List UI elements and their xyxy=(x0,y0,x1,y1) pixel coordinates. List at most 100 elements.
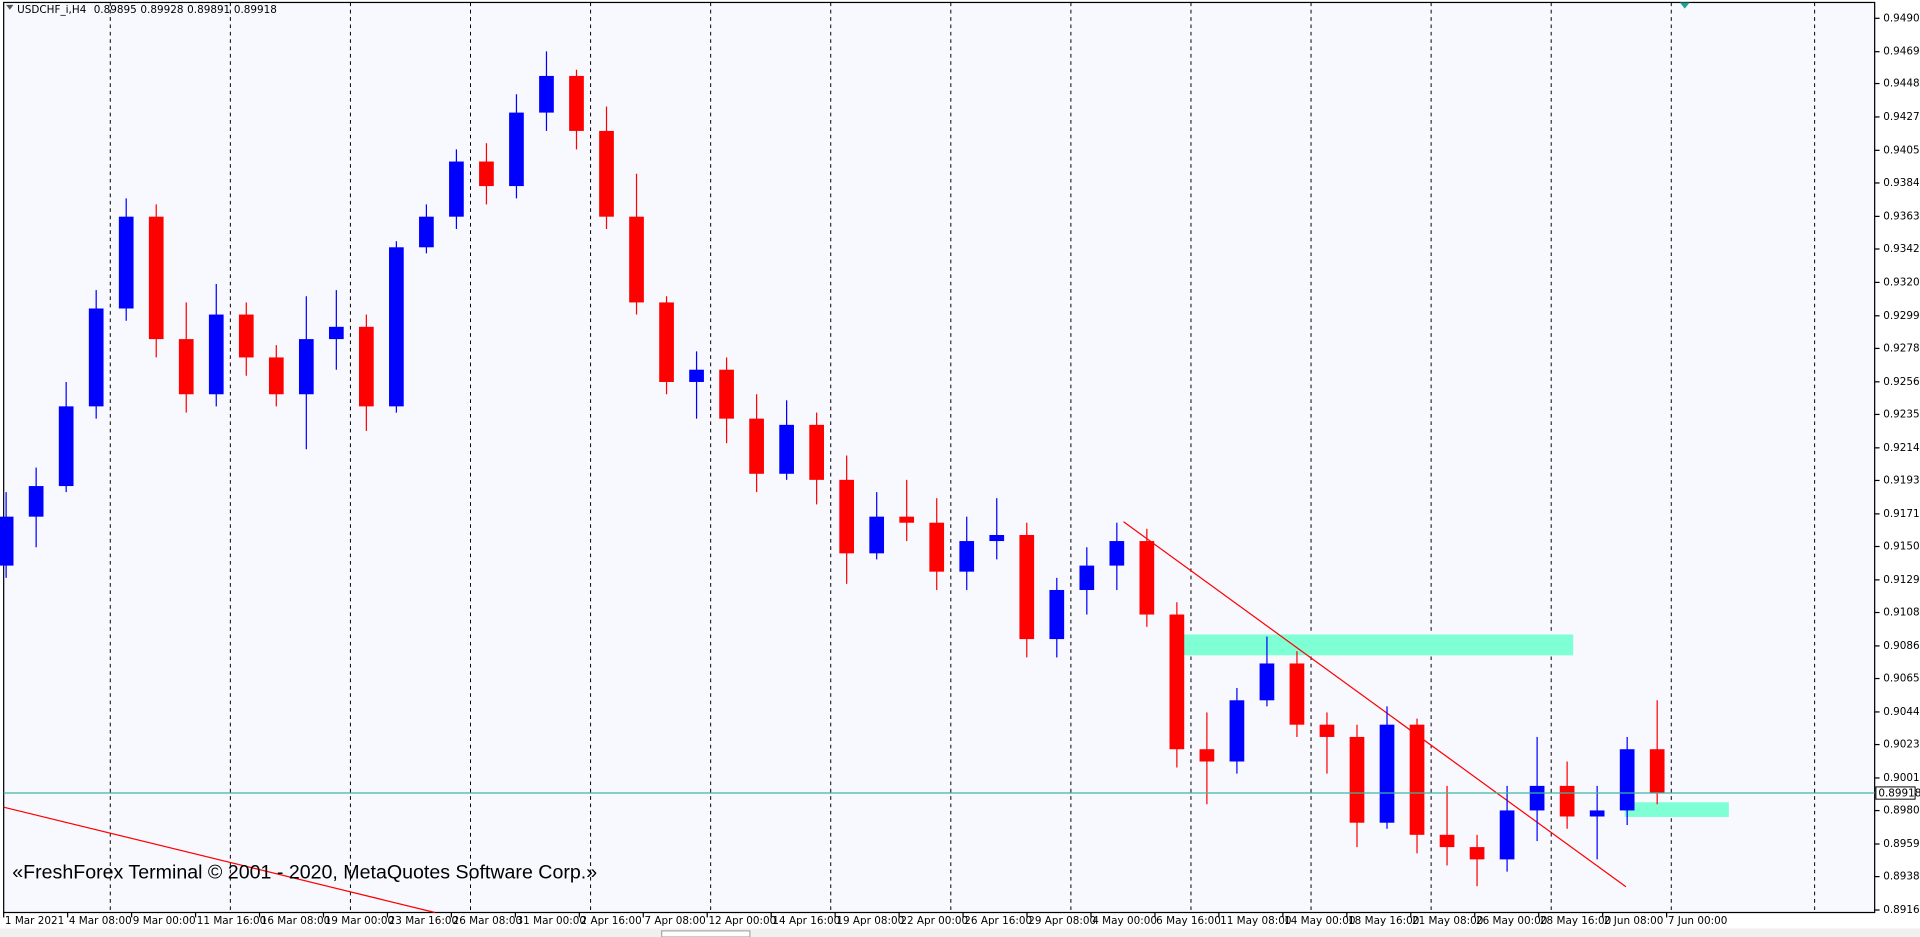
candle-body xyxy=(989,534,1005,542)
x-tick-label: 18 May 16:00 xyxy=(1348,915,1419,927)
candle-body xyxy=(1379,724,1395,823)
y-tick-label: 0.94055 xyxy=(1883,144,1920,156)
price-label: 0.89918 xyxy=(1878,788,1920,800)
y-tick-label: 0.94485 xyxy=(1883,78,1920,90)
candle-body xyxy=(1619,749,1635,811)
period-separators xyxy=(109,2,1816,913)
candle-body xyxy=(899,516,915,523)
x-tick-label: 2 Apr 16:00 xyxy=(581,915,642,927)
x-tick-label: 11 May 08:00 xyxy=(1220,915,1291,927)
candle-body xyxy=(118,216,134,309)
quote-close: 0.89918 xyxy=(234,4,277,16)
x-tick-label: 21 May 08:00 xyxy=(1412,915,1483,927)
candle-body xyxy=(1649,749,1665,794)
quote-low: 0.89891 xyxy=(187,4,230,16)
x-tick-label: 26 Apr 16:00 xyxy=(964,915,1032,927)
x-tick-label: 28 May 16:00 xyxy=(1540,915,1611,927)
x-tick-label: 26 May 00:00 xyxy=(1476,915,1547,927)
x-tick-label: 12 Apr 00:00 xyxy=(708,915,776,927)
y-tick-label: 0.94905 xyxy=(1883,12,1920,24)
candle-body xyxy=(389,247,404,407)
candle-body xyxy=(929,522,945,572)
candle-body xyxy=(809,424,824,480)
x-tick-label: 14 Apr 16:00 xyxy=(772,915,840,927)
y-tick-label: 0.90655 xyxy=(1883,673,1920,685)
candle-body xyxy=(629,216,644,303)
candle-body xyxy=(419,216,434,248)
y-tick-label: 0.92355 xyxy=(1883,408,1920,420)
candle-body xyxy=(1049,589,1065,640)
resistance-zone xyxy=(1170,634,1574,656)
candle-body xyxy=(1409,724,1425,835)
candle-body xyxy=(1439,834,1455,848)
candle-body xyxy=(328,326,344,340)
candle-body xyxy=(58,406,74,487)
x-tick-label: 11 Mar 16:00 xyxy=(197,915,266,927)
candle-body xyxy=(1319,724,1335,737)
y-tick-label: 0.92565 xyxy=(1883,376,1920,388)
tab[interactable] xyxy=(661,930,751,937)
candle-body xyxy=(1079,565,1095,590)
x-tick-label: 9 Mar 00:00 xyxy=(133,915,196,927)
dropdown-icon[interactable] xyxy=(6,4,14,10)
trend-line xyxy=(3,806,436,914)
x-tick-label: 4 May 00:00 xyxy=(1092,915,1157,927)
trend-line xyxy=(1123,521,1627,888)
candle-body xyxy=(449,161,464,217)
candle-body xyxy=(689,369,704,382)
candle-body xyxy=(0,516,14,566)
x-tick-label: 19 Apr 08:00 xyxy=(836,915,904,927)
x-tick-label: 7 Jun 00:00 xyxy=(1668,915,1728,927)
y-tick-label: 0.89165 xyxy=(1883,904,1920,916)
candle-body xyxy=(1529,785,1545,811)
candle-body xyxy=(359,326,374,407)
candle-body xyxy=(1169,614,1185,750)
status-strip xyxy=(0,928,1920,937)
candle-body xyxy=(599,130,614,217)
watermark: «FreshForex Terminal © 2001 - 2020, Meta… xyxy=(12,861,597,883)
y-tick-label: 0.91715 xyxy=(1883,508,1920,520)
candle-body xyxy=(1349,736,1365,823)
x-tick-label: 16 Mar 08:00 xyxy=(261,915,330,927)
candle-body xyxy=(1289,663,1305,725)
x-tick-label: 1 Mar 2021 xyxy=(5,915,64,927)
candle-body xyxy=(1589,810,1605,817)
candle-body xyxy=(839,479,855,554)
candle-body xyxy=(719,369,734,419)
candle-body xyxy=(749,418,764,474)
price-label-box xyxy=(1875,786,1916,800)
candle-body xyxy=(298,339,314,395)
x-tick-label: 2 Jun 08:00 xyxy=(1604,915,1664,927)
x-tick-label: 23 Mar 16:00 xyxy=(389,915,458,927)
candle-body xyxy=(509,112,524,187)
x-tick-label: 22 Apr 00:00 xyxy=(900,915,968,927)
candle-body xyxy=(1139,541,1155,615)
candle-body xyxy=(659,302,674,382)
x-tick-label: 6 May 16:00 xyxy=(1156,915,1221,927)
candle-body xyxy=(28,486,44,517)
marker xyxy=(1679,2,1690,9)
y-tick-label: 0.91505 xyxy=(1883,540,1920,552)
quote-high: 0.89928 xyxy=(140,4,183,16)
quote-open: 0.89895 xyxy=(94,4,137,16)
candle-body xyxy=(1469,847,1485,860)
candle-body xyxy=(1259,663,1275,701)
y-tick-label: 0.90865 xyxy=(1883,640,1920,652)
candle-body xyxy=(148,216,164,340)
candle-body xyxy=(539,75,554,113)
candle-body xyxy=(268,357,284,395)
x-tick-label: 31 Mar 00:00 xyxy=(517,915,586,927)
candle-body xyxy=(1019,534,1035,640)
